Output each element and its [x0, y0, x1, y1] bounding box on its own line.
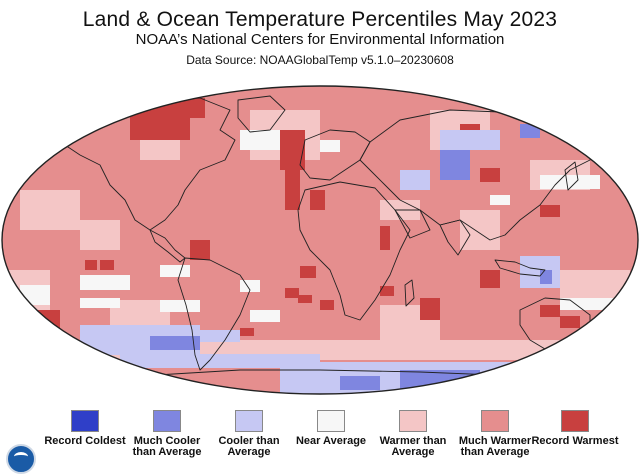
legend-swatch [317, 410, 345, 432]
legend-swatch [561, 410, 589, 432]
legend-item-cooler: Cooler than Average [204, 410, 294, 458]
legend-item-much-cooler: Much Cooler than Average [122, 410, 212, 458]
legend: Record Coldest Much Cooler than Average … [40, 410, 640, 464]
world-percentile-map [1, 85, 639, 395]
data-source: Data Source: NOAAGlobalTemp v5.1.0–20230… [186, 53, 454, 67]
logo-bird-icon [14, 452, 28, 461]
legend-swatch [399, 410, 427, 432]
legend-swatch [153, 410, 181, 432]
legend-label: Record Warmest [531, 435, 619, 447]
legend-label: Warmer than Average [379, 435, 447, 458]
map-title: Land & Ocean Temperature Percentiles May… [82, 8, 558, 31]
legend-item-much-warmer: Much Warmer than Average [450, 410, 540, 458]
map-subtitle: NOAA’s National Centers for Environmenta… [135, 31, 505, 48]
legend-swatch [71, 410, 99, 432]
legend-label: Much Warmer than Average [458, 435, 532, 458]
legend-item-near-average: Near Average [286, 410, 376, 447]
legend-swatch [235, 410, 263, 432]
legend-item-warmer: Warmer than Average [368, 410, 458, 458]
globe-outline [1, 85, 639, 395]
legend-label: Near Average [295, 435, 367, 447]
legend-label: Record Coldest [44, 435, 126, 447]
legend-label: Much Cooler than Average [132, 435, 202, 458]
legend-item-record-coldest: Record Coldest [40, 410, 130, 447]
continent-outlines [39, 95, 621, 394]
legend-label: Cooler than Average [218, 435, 280, 458]
noaa-logo-icon [6, 444, 36, 474]
legend-item-record-warmest: Record Warmest [530, 410, 620, 447]
legend-swatch [481, 410, 509, 432]
